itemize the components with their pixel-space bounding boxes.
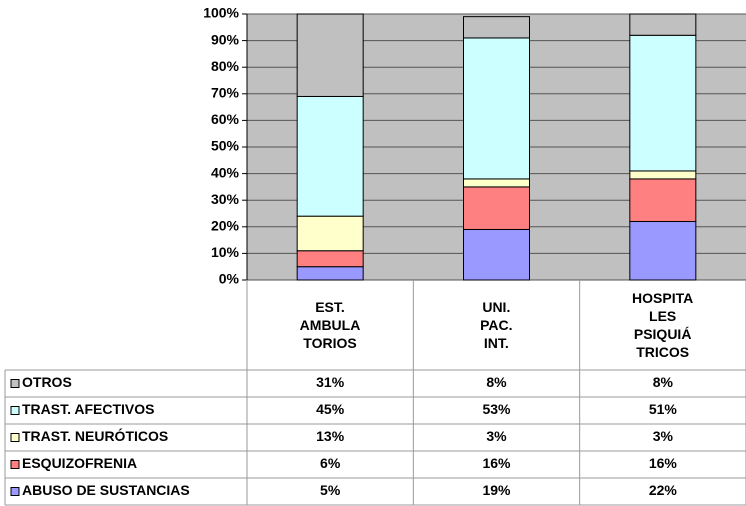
bar-segment (629, 178, 697, 222)
legend-label: TRAST. AFECTIVOS (22, 401, 155, 417)
bar-segment (629, 13, 697, 36)
category-label: HOSPITA LES PSIQUIÁ TRICOS (632, 290, 694, 360)
y-tick-label: 90% (211, 31, 240, 47)
category-label: EST. AMBULA TORIOS (299, 299, 361, 351)
y-tick-label: 50% (211, 138, 240, 154)
legend-swatch (10, 487, 20, 496)
table-value: 22% (649, 482, 678, 498)
legend-swatch (10, 433, 20, 442)
table-value: 6% (320, 455, 341, 471)
legend-swatch (10, 379, 20, 388)
bar-segment (296, 215, 364, 252)
table-value: 53% (482, 401, 511, 417)
y-tick-label: 40% (211, 164, 240, 180)
bar-segment (296, 95, 364, 217)
table-value: 19% (482, 482, 511, 498)
bar-segment (463, 178, 530, 188)
table-value: 8% (653, 374, 674, 390)
y-tick-label: 0% (219, 271, 240, 287)
legend-swatch (10, 460, 20, 469)
legend-label: ESQUIZOFRENIA (22, 455, 137, 471)
legend-label: TRAST. NEURÓTICOS (22, 427, 168, 444)
table-value: 31% (316, 374, 345, 390)
y-tick-label: 30% (211, 191, 240, 207)
legend-label: OTROS (22, 374, 72, 390)
bar-segment (463, 186, 530, 230)
bar-segment (463, 16, 530, 39)
table-value: 3% (486, 428, 507, 444)
bar-segment (463, 37, 530, 180)
category-label: UNI. PAC. INT. (480, 299, 513, 351)
y-tick-label: 10% (211, 244, 240, 260)
bar-segment (296, 266, 364, 281)
bar-segment (296, 13, 364, 97)
table-value: 8% (486, 374, 507, 390)
y-tick-label: 100% (203, 5, 239, 21)
bar-segment (629, 170, 697, 180)
table-value: 5% (320, 482, 341, 498)
bar-segment (629, 220, 697, 281)
table-value: 45% (316, 401, 345, 417)
bar-segment (463, 228, 530, 281)
table-value: 3% (653, 428, 674, 444)
legend-label: ABUSO DE SUSTANCIAS (22, 482, 190, 498)
bar-segment (629, 34, 697, 172)
y-tick-label: 70% (211, 85, 240, 101)
legend-swatch (10, 406, 20, 415)
table-value: 51% (649, 401, 678, 417)
bar-segment (296, 250, 364, 268)
y-tick-label: 80% (211, 58, 240, 74)
table-value: 16% (649, 455, 678, 471)
table-value: 13% (316, 428, 345, 444)
y-tick-label: 60% (211, 111, 240, 127)
table-value: 16% (482, 455, 511, 471)
y-tick-label: 20% (211, 218, 240, 234)
